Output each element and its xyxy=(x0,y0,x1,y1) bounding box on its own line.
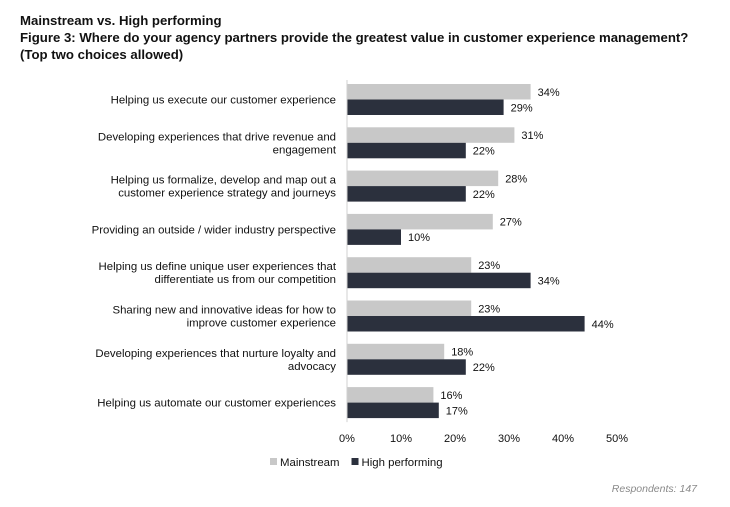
x-tick-label: 10% xyxy=(390,433,412,445)
x-tick-label: 0% xyxy=(339,433,355,445)
bar-high-performing xyxy=(347,316,585,332)
data-label: 27% xyxy=(500,217,522,229)
chart-title: Mainstream vs. High performing xyxy=(20,13,222,28)
bar-mainstream xyxy=(347,170,499,187)
category-label: Sharing new and innovative ideas for how… xyxy=(112,305,336,330)
data-label: 22% xyxy=(473,146,495,158)
bar-high-performing xyxy=(347,99,504,115)
data-label: 16% xyxy=(440,390,462,402)
bar-mainstream xyxy=(347,213,493,230)
chart-header: Mainstream vs. High performing Figure 3:… xyxy=(20,12,720,63)
data-label: 22% xyxy=(473,362,495,374)
category-label: Developing experiences that nurture loya… xyxy=(95,348,336,373)
category-label: Helping us formalize, develop and map ou… xyxy=(111,175,337,200)
bar-mainstream xyxy=(347,257,472,273)
data-label: 28% xyxy=(505,173,527,185)
bar-high-performing xyxy=(347,186,466,202)
category-label: Helping us automate our customer experie… xyxy=(97,398,336,410)
bar-high-performing xyxy=(347,402,439,419)
plot-area: Helping us execute our customer experien… xyxy=(92,80,628,445)
legend-label: High performing xyxy=(362,457,443,469)
legend-swatch xyxy=(270,458,277,465)
figure-note: (Top two choices allowed) xyxy=(20,47,184,62)
x-tick-label: 50% xyxy=(606,433,628,445)
data-label: 22% xyxy=(473,189,495,201)
data-label: 23% xyxy=(478,303,500,315)
legend-swatch xyxy=(351,458,359,465)
data-label: 34% xyxy=(538,275,560,287)
category-label: Providing an outside / wider industry pe… xyxy=(92,224,336,236)
x-tick-label: 40% xyxy=(552,433,574,445)
bar-mainstream xyxy=(347,127,515,143)
bar-mainstream xyxy=(347,84,531,100)
data-label: 34% xyxy=(538,87,560,99)
respondents-note: Respondents: 147 xyxy=(612,483,698,495)
data-label: 29% xyxy=(511,102,533,114)
data-label: 44% xyxy=(592,319,614,331)
legend: Mainstream High performing xyxy=(270,457,443,469)
bar-high-performing xyxy=(347,142,466,159)
x-tick-label: 30% xyxy=(498,433,520,445)
category-label: Helping us execute our customer experien… xyxy=(111,95,336,107)
data-label: 17% xyxy=(446,405,468,417)
category-label: Helping us define unique user experience… xyxy=(99,261,337,286)
legend-label: Mainstream xyxy=(280,457,340,469)
figure-title: Figure 3: Where do your agency partners … xyxy=(20,30,689,45)
x-tick-label: 20% xyxy=(444,433,466,445)
bar-high-performing xyxy=(347,229,401,245)
category-label: Developing experiences that drive revenu… xyxy=(98,131,337,156)
bar-high-performing xyxy=(347,359,466,375)
bar-high-performing xyxy=(347,272,531,289)
bar-mainstream xyxy=(347,387,434,403)
data-label: 10% xyxy=(408,232,430,244)
data-label: 31% xyxy=(521,130,543,142)
data-label: 18% xyxy=(451,347,473,359)
bar-mainstream xyxy=(347,300,472,316)
bar-mainstream xyxy=(347,343,445,360)
data-label: 23% xyxy=(478,260,500,272)
